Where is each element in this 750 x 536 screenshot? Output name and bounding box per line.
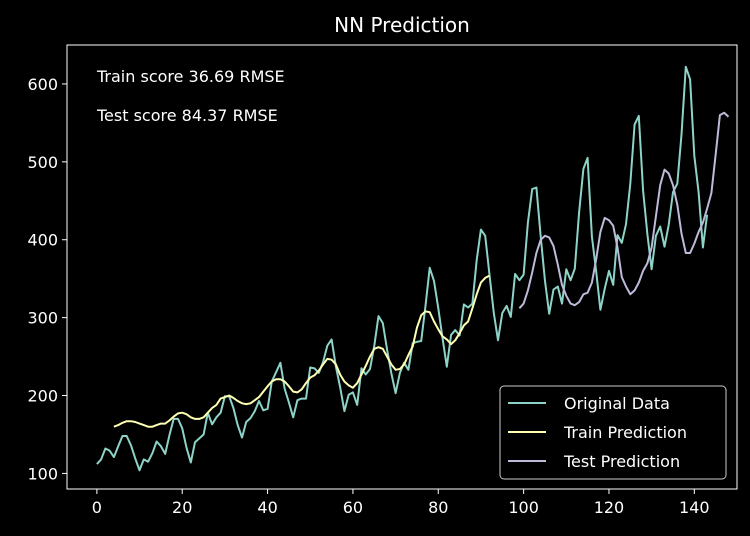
y-tick-label: 100 — [27, 464, 58, 483]
x-tick-label: 0 — [92, 498, 102, 517]
series-lines — [96, 65, 730, 472]
series-line-test-prediction — [518, 111, 730, 309]
axis-ticks: 0 20 40 60 80 100 120 140 100 200 300 400 500 600 — [27, 75, 709, 517]
x-tick-label: 40 — [257, 498, 277, 517]
chart-title: NN Prediction — [334, 13, 470, 37]
legend-entry: Train Prediction — [563, 423, 687, 442]
y-tick-label: 400 — [27, 231, 58, 250]
x-tick-label: 60 — [343, 498, 363, 517]
x-tick-label: 100 — [508, 498, 539, 517]
legend-box — [499, 385, 727, 480]
series-line-train-prediction — [113, 274, 490, 428]
legend: Original Data Train Prediction Test Predic… — [499, 385, 727, 480]
legend-entry: Test Prediction — [563, 452, 680, 471]
x-tick-label: 140 — [679, 498, 710, 517]
score-annotation: Test score 84.37 RMSE — [96, 106, 278, 125]
y-tick-label: 600 — [27, 75, 58, 94]
y-tick-label: 500 — [27, 153, 58, 172]
axes-frame — [66, 44, 738, 490]
y-tick-label: 200 — [27, 387, 58, 406]
y-tick-label: 300 — [27, 309, 58, 328]
x-tick-label: 120 — [594, 498, 625, 517]
x-tick-label: 20 — [172, 498, 192, 517]
score-annotation: Train score 36.69 RMSE — [96, 67, 285, 86]
annotations: Train score 36.69 RMSE Test score 84.37 R… — [96, 67, 285, 125]
legend-entry: Original Data — [564, 394, 670, 413]
x-tick-label: 80 — [428, 498, 448, 517]
